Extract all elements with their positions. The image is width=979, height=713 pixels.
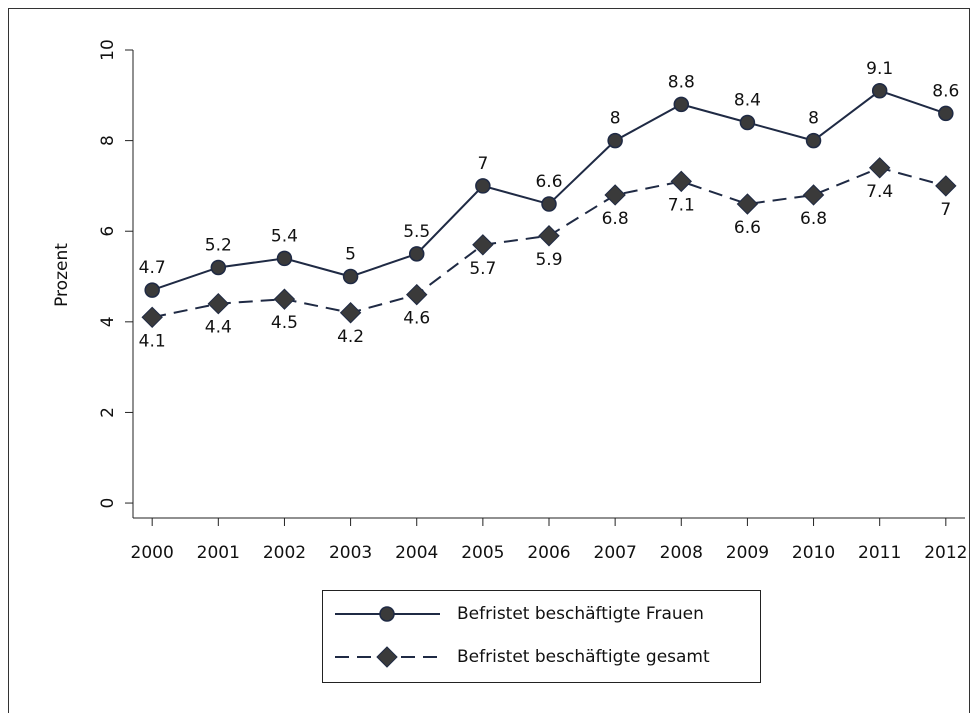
data-label: 7 [477,154,488,174]
data-label: 6.6 [535,172,562,192]
x-tick-label: 2000 [131,543,174,563]
data-label: 4.6 [403,309,430,329]
y-axis-label: Prozent [52,243,72,307]
data-label: 5.5 [403,222,430,242]
circle-marker [342,268,359,285]
diamond-marker [273,288,296,310]
data-label: 7.1 [668,195,695,215]
diamond-marker [406,283,428,306]
data-label: 7.4 [866,182,893,202]
data-label: 5.2 [205,235,232,255]
diamond-marker [339,302,362,324]
diamond-marker [670,170,692,193]
x-tick-label: 2012 [924,543,967,563]
x-tick-label: 2008 [660,543,703,563]
data-label: 9.1 [866,59,893,79]
circle-marker [805,132,822,149]
circle-marker [475,178,491,194]
frame [8,8,970,713]
circle-marker [379,606,395,622]
diamond-marker [604,184,626,206]
x-tick-label: 2007 [594,543,637,563]
legend-box [322,590,761,683]
diamond-marker [376,646,398,668]
data-label: 5 [345,245,356,265]
data-label: 8.4 [734,90,761,110]
diamond-marker [538,225,560,247]
data-label: 8.6 [932,81,959,101]
data-label: 4.7 [139,258,166,278]
legend-label: Befristet beschäftigte Frauen [457,604,704,624]
y-tick-label: 6 [98,226,118,237]
data-label: 4.5 [271,313,298,333]
diamond-marker [868,157,891,179]
data-label: 4.2 [337,327,364,347]
circle-marker [276,250,293,267]
diamond-marker [736,193,759,215]
data-label: 4.1 [139,331,166,351]
y-tick-label: 4 [98,316,118,327]
circle-marker [144,282,160,298]
diamond-marker [141,306,163,329]
data-label: 8 [610,109,621,129]
diamond-marker [207,293,230,315]
y-tick-label: 0 [98,498,118,509]
data-label: 6.6 [734,218,761,238]
data-label: 8 [808,109,819,129]
circle-marker [408,246,425,262]
x-tick-label: 2010 [792,543,835,563]
x-tick-label: 2001 [197,543,240,563]
y-tick-label: 2 [98,407,118,418]
circle-marker [871,83,888,99]
x-tick-label: 2011 [858,543,901,563]
circle-marker [607,132,623,149]
data-label: 6.8 [800,209,827,229]
data-label: 8.8 [668,72,695,92]
circle-marker [673,96,690,113]
diamond-marker [802,184,825,206]
x-tick-label: 2002 [263,543,306,563]
circle-marker [210,259,227,276]
x-tick-label: 2004 [395,543,438,563]
data-label: 7 [940,200,951,220]
circle-marker [739,114,756,131]
data-label: 6.8 [602,209,629,229]
data-label: 5.4 [271,226,298,246]
diamond-marker [935,175,957,197]
x-tick-label: 2005 [461,543,504,563]
data-label: 4.4 [205,318,232,338]
x-tick-label: 2009 [726,543,769,563]
x-tick-label: 2003 [329,543,372,563]
circle-marker [541,196,557,212]
x-tick-label: 2006 [527,543,570,563]
legend-label: Befristet beschäftigte gesamt [457,647,710,667]
data-label: 5.7 [469,259,496,279]
data-label: 5.9 [535,250,562,270]
diamond-marker [472,234,494,256]
y-tick-label: 8 [98,135,118,146]
y-tick-label: 10 [98,39,118,61]
circle-marker [938,105,954,122]
